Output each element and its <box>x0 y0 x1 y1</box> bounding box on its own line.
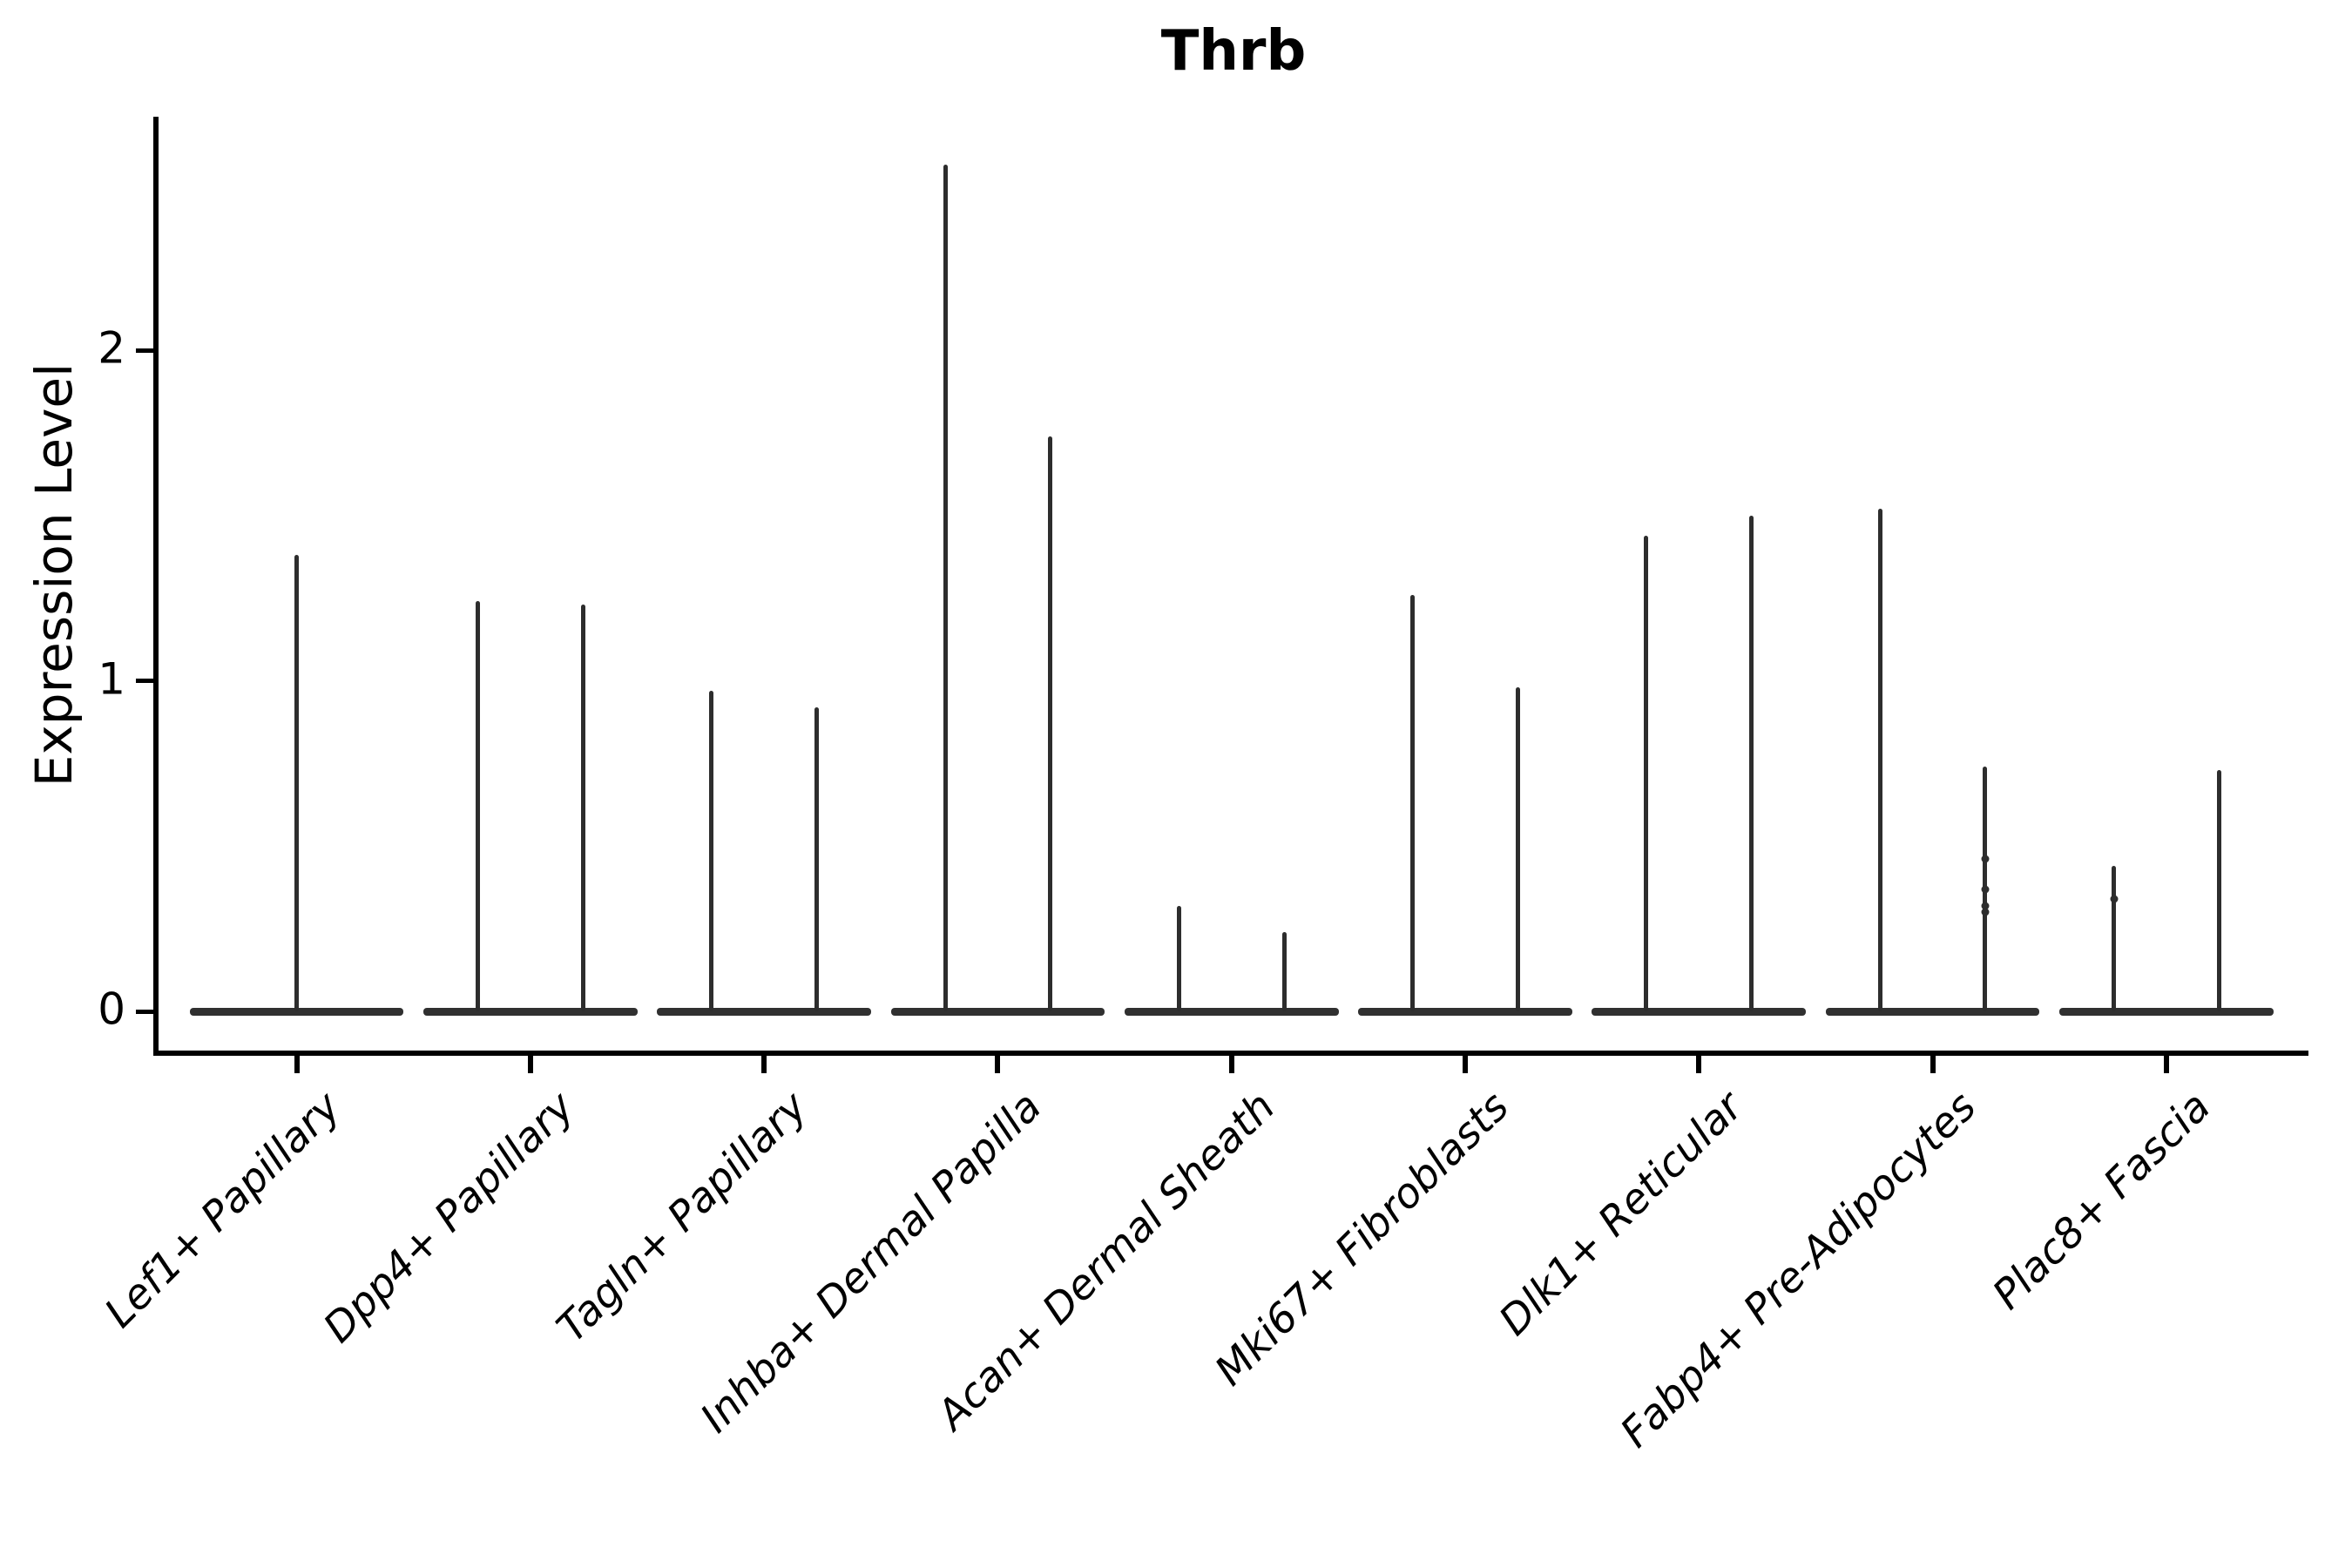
violin-spike <box>709 690 714 1011</box>
violin-spike <box>580 605 585 1011</box>
violin-spike <box>1877 509 1882 1011</box>
violin-baseline <box>1592 1007 1807 1016</box>
y-tick-label: 2 <box>98 322 125 374</box>
violin-spike <box>1410 594 1416 1011</box>
violin-spike <box>1176 905 1181 1011</box>
x-tick-mark <box>294 1056 300 1073</box>
jitter-point <box>1981 908 1990 916</box>
violin-spike <box>1048 436 1053 1011</box>
violin-spike <box>814 706 819 1011</box>
x-tick-mark <box>1463 1056 1468 1073</box>
violin-baseline <box>657 1007 871 1016</box>
violin-baseline <box>890 1007 1105 1016</box>
x-tick-mark <box>761 1056 767 1073</box>
violin-baseline <box>422 1007 638 1016</box>
violin-spike <box>475 601 480 1011</box>
violin-baseline <box>189 1007 404 1016</box>
x-tick-mark <box>995 1056 1001 1073</box>
x-tick-mark <box>1930 1056 1936 1073</box>
x-axis-spine <box>153 1051 2308 1056</box>
y-tick-label: 0 <box>98 983 125 1035</box>
y-tick-mark <box>136 348 153 353</box>
jitter-point <box>1981 855 1990 863</box>
violin-spike <box>943 165 948 1011</box>
violin-spike <box>2112 866 2117 1011</box>
y-tick-label: 1 <box>98 653 125 705</box>
violin-baseline <box>2059 1007 2274 1016</box>
x-tick-mark <box>527 1056 533 1073</box>
violin-spike <box>2216 769 2221 1011</box>
x-tick-label: Tagln+ Papillary <box>548 1083 818 1352</box>
violin-baseline <box>1825 1007 2040 1016</box>
x-tick-label: Plac8+ Fascia <box>1983 1083 2220 1320</box>
y-axis-spine <box>153 117 159 1056</box>
jitter-point <box>1981 885 1990 894</box>
x-tick-mark <box>2163 1056 2169 1073</box>
violin-baseline <box>1124 1007 1339 1016</box>
violin-spike <box>1749 515 1754 1011</box>
x-tick-label: Dpp4+ Papillary <box>314 1083 584 1353</box>
jitter-point <box>2110 895 2119 903</box>
violin-spike <box>294 555 299 1011</box>
y-tick-mark <box>136 679 153 683</box>
x-tick-label: Lef1+ Papillary <box>95 1083 350 1338</box>
chart-title: Thrb <box>1160 19 1307 84</box>
x-tick-mark <box>1228 1056 1234 1073</box>
jitter-point <box>1981 902 1990 910</box>
y-axis-label: Expression Level <box>24 362 84 787</box>
violin-spike <box>1515 687 1520 1011</box>
x-tick-mark <box>1696 1056 1702 1073</box>
x-tick-label: Dlk1+ Reticular <box>1490 1083 1753 1345</box>
violin-spike <box>1281 931 1287 1011</box>
violin-baseline <box>1358 1007 1572 1016</box>
y-tick-mark <box>136 1009 153 1014</box>
violin-spike <box>1644 535 1649 1011</box>
